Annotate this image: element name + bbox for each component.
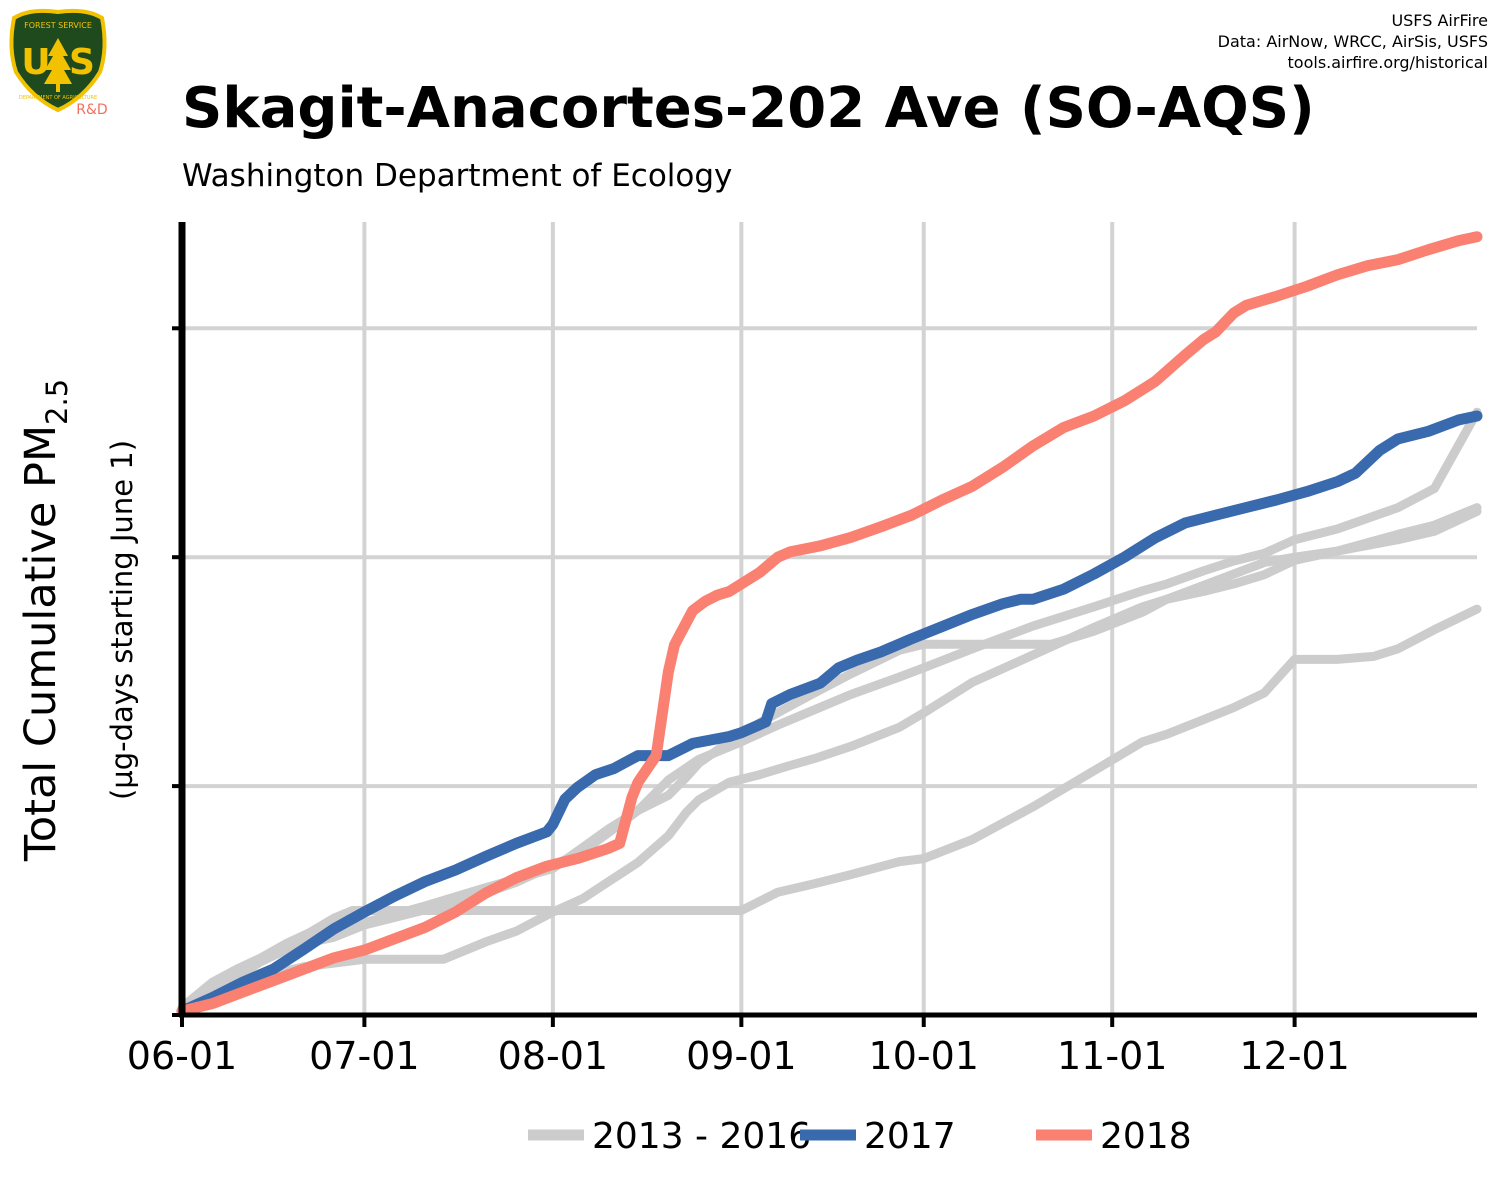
- x-tick-label: 08-01: [498, 1034, 608, 1078]
- series-line-background-0: [177, 604, 1482, 1012]
- legend: 2013 - 2016 2017 2018: [528, 1116, 1192, 1157]
- chart-subtitle: Washington Department of Ecology: [182, 158, 732, 194]
- series-line-background-1: [177, 506, 1482, 1016]
- logo-letter-right: S: [69, 42, 95, 83]
- x-tick-label: 11-01: [1057, 1034, 1167, 1078]
- logo-letter-left: U: [21, 42, 50, 83]
- logo-rd-tag: R&D: [76, 102, 107, 118]
- x-tick-label: 09-01: [686, 1034, 796, 1078]
- y-axis-secondary-label: (µg-days starting June 1): [105, 440, 139, 800]
- x-tick-label: 12-01: [1239, 1034, 1349, 1078]
- usfs-logo: FOREST SERVICE U S DEPARTMENT OF AGRICUL…: [9, 8, 108, 118]
- x-tick-label: 07-01: [309, 1034, 419, 1078]
- logo-bottom-text: DEPARTMENT OF AGRICULTURE: [19, 95, 97, 101]
- legend-label: 2018: [1100, 1116, 1192, 1157]
- legend-label: 2017: [864, 1116, 956, 1157]
- y-axis-label-subscript: 2.5: [40, 379, 74, 425]
- logo-top-text: FOREST SERVICE: [24, 21, 92, 30]
- series-line-background-2: [177, 503, 1482, 1014]
- legend-label: 2013 - 2016: [592, 1116, 811, 1157]
- chart-title: Skagit-Anacortes-202 Ave (SO-AQS): [182, 76, 1315, 141]
- grid-layer: [182, 222, 1477, 1015]
- credit-line-2: Data: AirNow, WRCC, AirSis, USFS: [1218, 32, 1488, 51]
- series-layer: [176, 231, 1483, 1017]
- credit-line-1: USFS AirFire: [1391, 11, 1488, 30]
- y-axis-label: Total Cumulative PM2.5: [16, 379, 74, 862]
- credit-line-3: tools.airfire.org/historical: [1288, 53, 1488, 72]
- y-axis-label-main: Total Cumulative PM: [16, 425, 66, 862]
- x-tick-label: 10-01: [869, 1034, 979, 1078]
- series-line-2018: [176, 231, 1483, 1017]
- logo-tree-icon: [44, 38, 72, 92]
- x-tick-label: 06-01: [127, 1034, 237, 1078]
- series-line-2017: [176, 410, 1483, 1017]
- axis-layer: 06-01 07-01 08-01 09-01 10-01 11-01 12-01: [127, 222, 1477, 1078]
